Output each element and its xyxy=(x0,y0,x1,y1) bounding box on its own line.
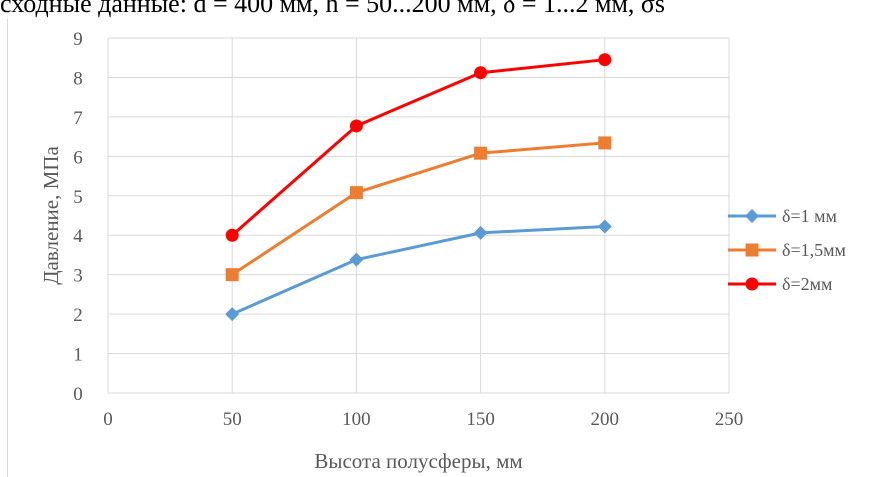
gridlines xyxy=(107,37,730,394)
legend-marker xyxy=(745,277,759,291)
y-tick-label: 8 xyxy=(73,68,83,89)
data-point xyxy=(225,307,240,322)
y-tick-label: 0 xyxy=(73,384,83,405)
data-point xyxy=(225,228,239,242)
x-tick-label: 0 xyxy=(103,409,113,430)
y-tick-label: 3 xyxy=(73,266,83,287)
legend-entry: δ=1,5мм xyxy=(728,240,846,260)
series-1 xyxy=(225,219,612,322)
y-tick-label: 6 xyxy=(73,147,83,168)
data-point xyxy=(349,119,363,133)
series-3 xyxy=(225,53,612,242)
data-point xyxy=(473,225,488,240)
x-tick-label: 250 xyxy=(715,409,744,430)
y-tick-label: 9 xyxy=(73,29,83,50)
legend: δ=1 мм δ=1,5мм δ=2мм xyxy=(728,206,846,294)
x-tick-label: 150 xyxy=(466,409,495,430)
x-tick-label: 200 xyxy=(591,409,620,430)
x-tick-labels: 0 50 100 150 200 250 xyxy=(103,409,743,430)
legend-entry: δ=1 мм xyxy=(728,206,837,226)
legend-label: δ=2мм xyxy=(782,274,832,294)
series-line xyxy=(231,225,605,316)
y-tick-labels: 0 1 2 3 4 5 6 7 8 9 xyxy=(73,29,83,405)
legend-marker xyxy=(745,209,759,223)
x-tick-label: 50 xyxy=(223,409,242,430)
series-line xyxy=(231,141,605,276)
data-point xyxy=(225,268,239,282)
cut-off-heading-text: сходные данные: d = 400 мм, h = 50...200… xyxy=(0,0,666,18)
legend-label: δ=1,5мм xyxy=(782,240,846,260)
series-2 xyxy=(225,136,612,282)
chart-frame-border xyxy=(7,19,8,477)
y-tick-label: 1 xyxy=(73,345,83,366)
data-point xyxy=(349,252,364,267)
x-axis-title: Высота полусферы, мм xyxy=(314,449,522,473)
y-axis-title: Давление, МПа xyxy=(39,146,63,285)
series-lines xyxy=(225,53,612,322)
y-tick-label: 4 xyxy=(73,226,83,247)
data-point xyxy=(597,219,612,234)
data-point xyxy=(474,146,488,160)
y-tick-label: 5 xyxy=(73,187,83,208)
legend-entry: δ=2мм xyxy=(728,274,832,294)
series-line xyxy=(231,58,605,237)
y-tick-label: 2 xyxy=(73,305,83,326)
y-tick-label: 7 xyxy=(73,108,83,129)
data-point xyxy=(598,136,612,150)
data-point xyxy=(349,186,363,200)
legend-label: δ=1 мм xyxy=(782,206,837,226)
legend-marker xyxy=(745,243,759,257)
data-point xyxy=(474,66,488,80)
data-point xyxy=(598,53,612,67)
x-tick-label: 100 xyxy=(342,409,371,430)
